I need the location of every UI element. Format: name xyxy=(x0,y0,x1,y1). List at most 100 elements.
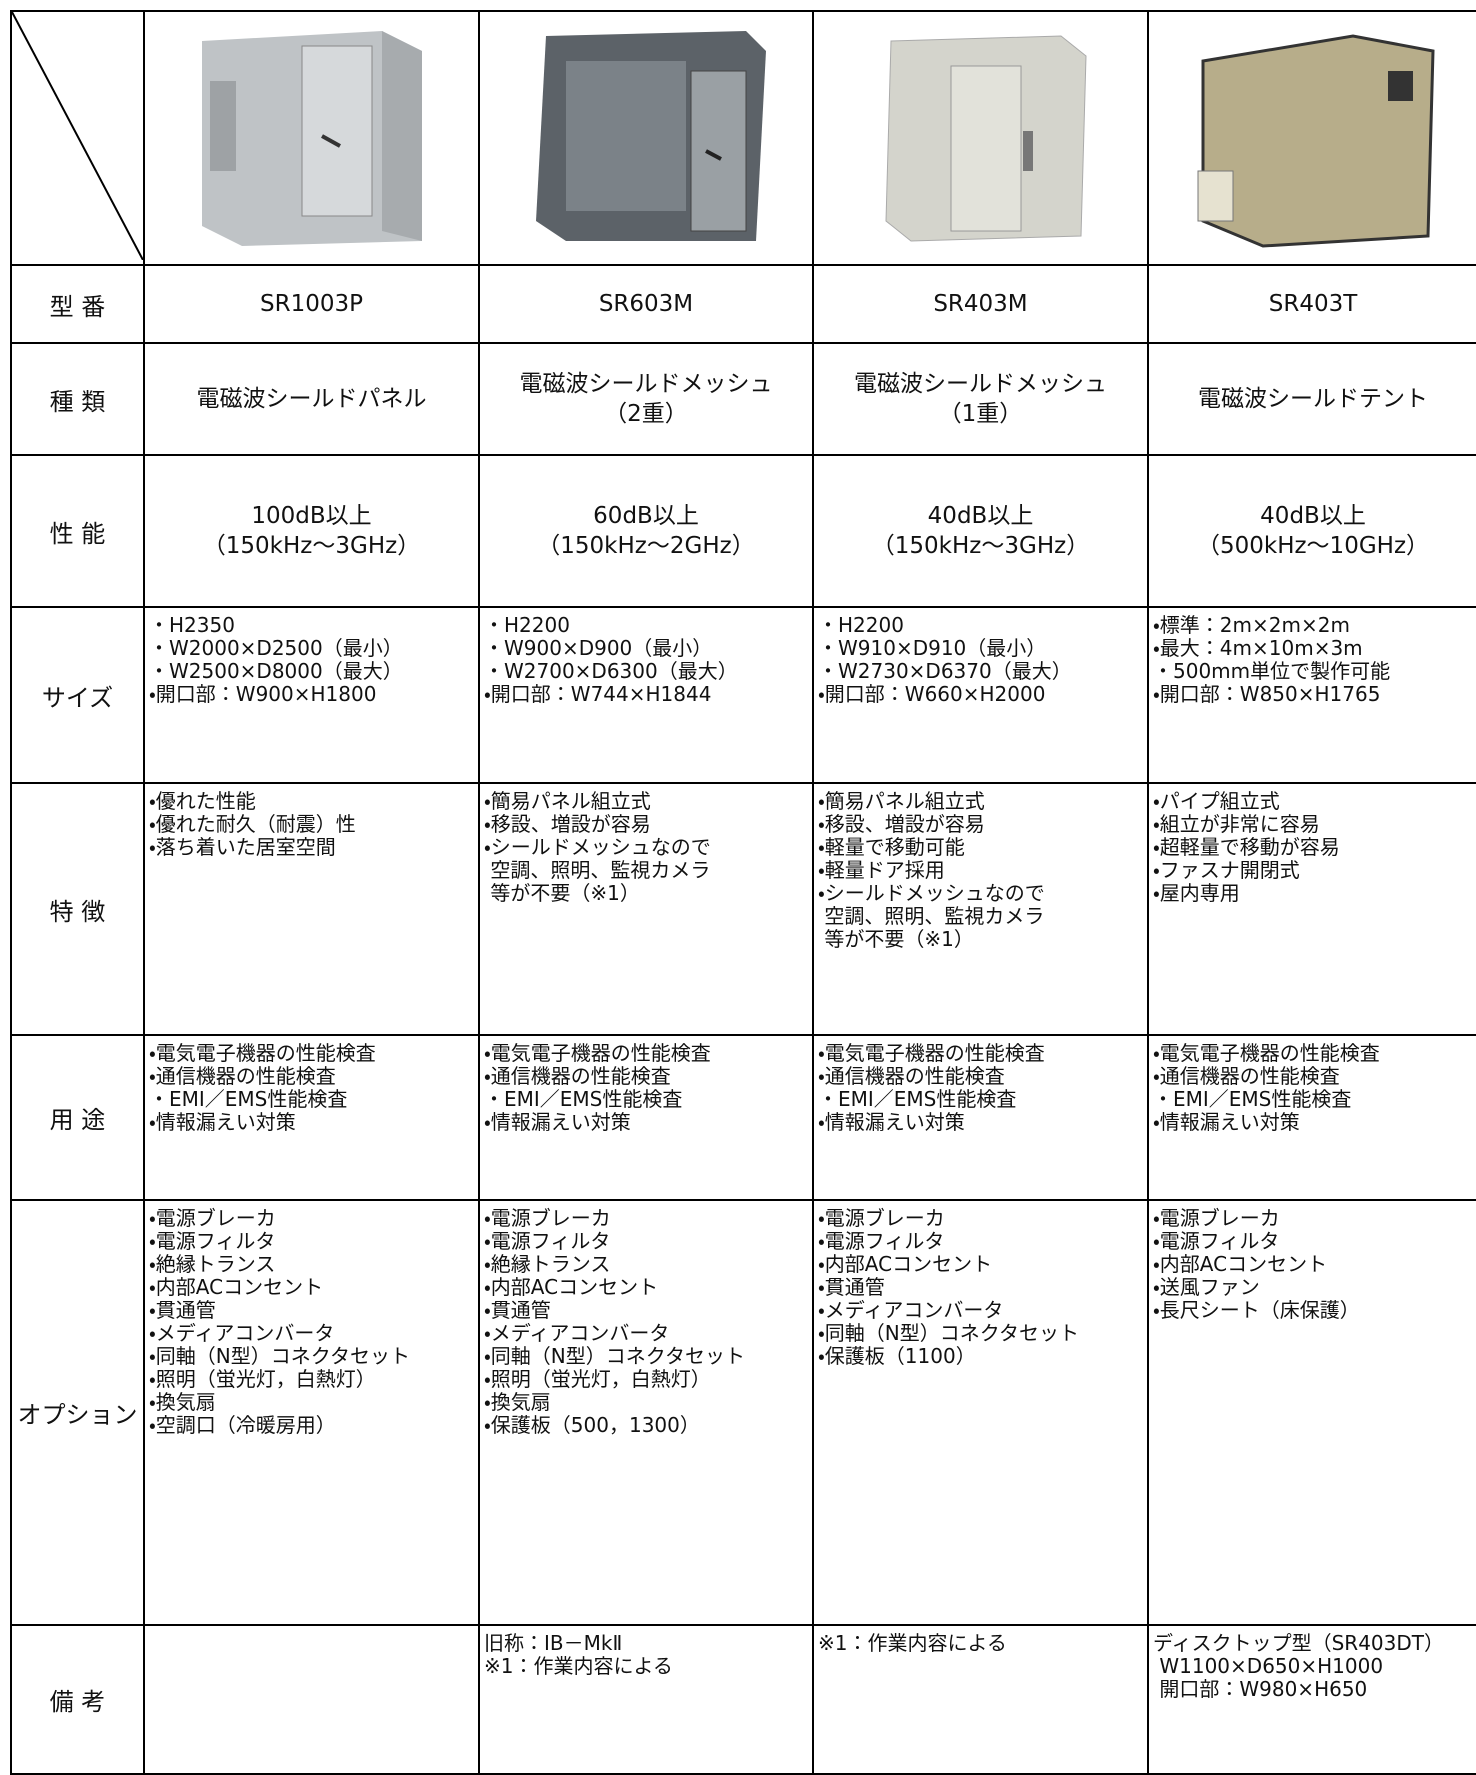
cell-line: ・換気扇 xyxy=(149,1390,216,1414)
cell-line: ・絶縁トランス xyxy=(149,1252,276,1276)
cell-line: ・開口部：W900×H1800 xyxy=(149,682,377,706)
cell-line: ・電源フィルタ xyxy=(149,1229,276,1253)
cell-line: ・屋内専用 xyxy=(1153,881,1240,905)
cell-line: ・メディアコンバータ xyxy=(484,1321,670,1345)
table-cell: ・電源ブレーカ ・電源フィルタ ・絶縁トランス ・内部ACコンセント ・貫通管 ・メディア… xyxy=(143,1199,480,1626)
cell-line: ・軽量ドア採用 xyxy=(818,858,945,882)
cell-line: 40dB以上 xyxy=(1260,503,1366,529)
cell-line: ・電気電子機器の性能検査 xyxy=(484,1041,711,1065)
cell-line: ・内部ACコンセント xyxy=(1153,1252,1328,1276)
cell-line: SR403T xyxy=(1268,291,1358,317)
photo-mesh-room-double xyxy=(536,31,766,241)
cell-line: ・移設、増設が容易 xyxy=(818,812,985,836)
cell-line: ・開口部：W660×H2000 xyxy=(818,682,1046,706)
cell-line: （150kHz～3GHz） xyxy=(871,533,1090,559)
cell-line: ・H2200 xyxy=(484,613,570,637)
cell-line: ・内部ACコンセント xyxy=(484,1275,659,1299)
cell-line: ・パイプ組立式 xyxy=(1153,789,1280,813)
cell-line: ・W2000×D2500（最小） xyxy=(149,636,403,660)
spec-table: 型 番 SR1003P SR603M SR403M SR403T 種 類 電磁波シールドパネ… xyxy=(10,10,1476,1775)
cell-line: ・通信機器の性能検査 xyxy=(149,1064,336,1088)
cell-line: ・絶縁トランス xyxy=(484,1252,611,1276)
cell-line: ・通信機器の性能検査 xyxy=(1153,1064,1340,1088)
cell-line: ・電気電子機器の性能検査 xyxy=(149,1041,376,1065)
cell-line: ・W2500×D8000（最大） xyxy=(149,659,403,683)
cell-line: ・W910×D910（最小） xyxy=(818,636,1047,660)
table-row: サイズ ・H2350 ・W2000×D2500（最小） ・W2500×D8000（最大… xyxy=(10,606,1476,784)
corner-cell xyxy=(10,10,145,266)
photo-panel-room xyxy=(201,31,422,246)
cell-line: ・情報漏えい対策 xyxy=(818,1110,965,1134)
table-cell: 電磁波シールドメッシュ （1重） xyxy=(812,342,1149,456)
cell-line: ・情報漏えい対策 xyxy=(484,1110,631,1134)
cell-line: ・EMI／EMS性能検査 xyxy=(149,1087,348,1111)
table-cell: ディスクトップ型（SR403DT） W1100×D650×H1000 開口部：W… xyxy=(1147,1624,1476,1775)
table-row: 用 途・電気電子機器の性能検査 ・通信機器の性能検査 ・EMI／EMS性能検査 ・情報… xyxy=(10,1034,1476,1201)
cell-line: ・電気電子機器の性能検査 xyxy=(1153,1041,1380,1065)
cell-line: （150kHz～3GHz） xyxy=(202,533,421,559)
table-cell: ・簡易パネル組立式 ・移設、増設が容易 ・軽量で移動可能 ・軽量ドア採用 ・シールドメッ… xyxy=(812,782,1149,1036)
photo-tent xyxy=(1197,34,1435,248)
cell-line: ・超軽量で移動が容易 xyxy=(1153,835,1340,859)
cell-line: ・W2730×D6370（最大） xyxy=(818,659,1072,683)
cell-line: ・軽量で移動可能 xyxy=(818,835,965,859)
table-cell: 電磁波シールドメッシュ （2重） xyxy=(478,342,814,456)
row-header: オプション xyxy=(10,1199,145,1626)
table-body: 型 番 SR1003P SR603M SR403M SR403T 種 類 電磁波シールドパネ… xyxy=(10,10,1476,1775)
cell-line: ・500mm単位で製作可能 xyxy=(1153,659,1391,683)
cell-line: 電磁波シールドテント xyxy=(1198,386,1428,412)
cell-line: ・電源ブレーカ xyxy=(818,1206,945,1230)
cell-line: ・保護板（1100） xyxy=(818,1344,976,1368)
photo-cell xyxy=(1147,10,1476,266)
cell-line: 電磁波シールドメッシュ xyxy=(519,371,773,397)
cell-line: SR603M xyxy=(598,291,694,317)
cell-line: 電磁波シールドメッシュ xyxy=(854,371,1107,397)
cell-line: 空調、照明、監視カメラ xyxy=(818,904,1045,928)
cell-line: ・メディアコンバータ xyxy=(818,1298,1004,1322)
cell-line: 60dB以上 xyxy=(593,503,699,529)
table-cell: SR1003P xyxy=(143,264,480,344)
row-header: 種 類 xyxy=(10,342,145,456)
cell-line: 旧称：IB－MkⅡ xyxy=(484,1631,623,1655)
cell-line: SR403M xyxy=(933,291,1028,317)
cell-line: ・シールドメッシュなので xyxy=(818,881,1045,905)
photo-mesh-room-single xyxy=(884,35,1087,242)
photo-cell xyxy=(143,10,480,266)
table-cell: ・電源ブレーカ ・電源フィルタ ・内部ACコンセント ・送風ファン ・長尺シート（床保護… xyxy=(1147,1199,1476,1626)
cell-line: （150kHz～2GHz） xyxy=(537,533,755,559)
table-cell: 100dB以上 （150kHz～3GHz） xyxy=(143,454,480,608)
cell-line: ・情報漏えい対策 xyxy=(1153,1110,1300,1134)
row-header: 特 徴 xyxy=(10,782,145,1036)
cell-line: ・照明（蛍光灯，白熱灯） xyxy=(149,1367,376,1391)
table-cell: 40dB以上 （150kHz～3GHz） xyxy=(812,454,1149,608)
cell-line: ・貫通管 xyxy=(484,1298,551,1322)
cell-line: ・優れた耐久（耐震）性 xyxy=(149,812,356,836)
table-cell: 40dB以上 （500kHz～10GHz） xyxy=(1147,454,1476,608)
cell-line: ・ファスナ開閉式 xyxy=(1153,858,1300,882)
cell-line: （500kHz～10GHz） xyxy=(1196,533,1430,559)
cell-line: ・電気電子機器の性能検査 xyxy=(818,1041,1045,1065)
cell-line: ・優れた性能 xyxy=(149,789,256,813)
table-row: 特 徴・優れた性能 ・優れた耐久（耐震）性 ・落ち着いた居室空間 ・簡易パネル組立式・… xyxy=(10,782,1476,1036)
table-cell: SR403M xyxy=(812,264,1149,344)
table-cell: ・電気電子機器の性能検査 ・通信機器の性能検査 ・EMI／EMS性能検査 ・情報漏えい… xyxy=(1147,1034,1476,1201)
table-cell: ・H2350 ・W2000×D2500（最小） ・W2500×D8000（最大） ・開… xyxy=(143,606,480,784)
table-row: 型 番 SR1003P SR603M SR403M SR403T xyxy=(10,264,1476,344)
cell-line: ・簡易パネル組立式 xyxy=(484,789,651,813)
table-cell: 電磁波シールドテント xyxy=(1147,342,1476,456)
photo-cell xyxy=(812,10,1149,266)
cell-line: ・情報漏えい対策 xyxy=(149,1110,296,1134)
table-cell: ・パイプ組立式 ・組立が非常に容易 ・超軽量で移動が容易 ・ファスナ開閉式 ・屋内専用 xyxy=(1147,782,1476,1036)
cell-line: ・電源フィルタ xyxy=(484,1229,611,1253)
table-cell: 電磁波シールドパネル xyxy=(143,342,480,456)
image-row xyxy=(10,10,1476,266)
cell-line: W1100×D650×H1000 xyxy=(1153,1654,1384,1678)
cell-line: ・電源ブレーカ xyxy=(149,1206,276,1230)
table-cell: ・簡易パネル組立式 ・移設、増設が容易 ・シールドメッシュなので 空調、照明、監視カ… xyxy=(478,782,814,1036)
table-cell: ・電気電子機器の性能検査 ・通信機器の性能検査 ・EMI／EMS性能検査 ・情報漏えい… xyxy=(812,1034,1149,1201)
cell-line: ・送風ファン xyxy=(1153,1275,1260,1299)
diagonal xyxy=(13,13,142,261)
cell-line: ・開口部：W850×H1765 xyxy=(1153,682,1381,706)
cell-line: ディスクトップ型（SR403DT） xyxy=(1153,1631,1444,1655)
